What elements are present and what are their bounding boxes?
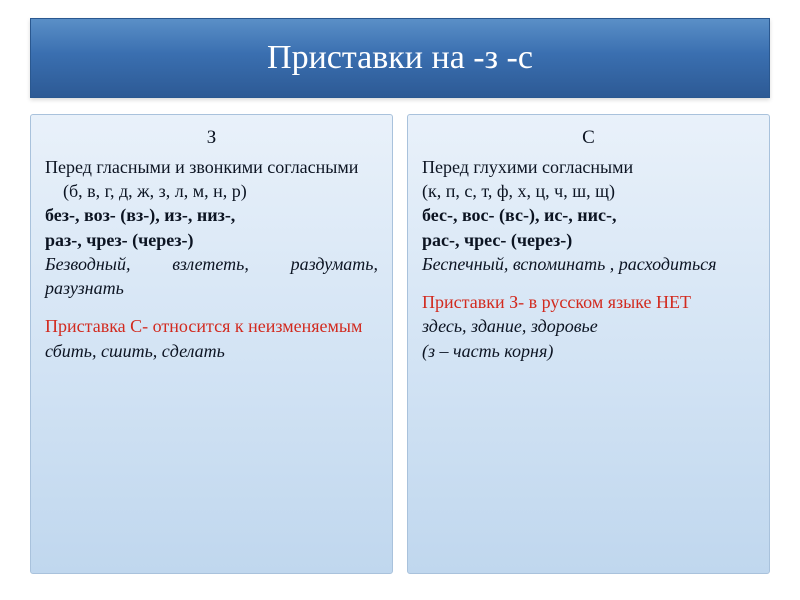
- right-rule: Перед глухими согласными: [422, 155, 755, 179]
- slide-title: Приставки на -з -с: [267, 39, 533, 77]
- right-examples: Беспечный, вспоминать , расходиться: [422, 252, 755, 276]
- left-rule-text: Перед гласными и звонкими согласными: [45, 157, 358, 177]
- left-rule: Перед гласными и звонкими согласными: [45, 155, 378, 179]
- right-prefixes-2: рас-, чрес- (через-): [422, 228, 755, 252]
- left-note: Приставка С- относится к неизменяемым: [45, 314, 378, 338]
- spacer: [45, 300, 378, 314]
- right-prefixes-1: бес-, вос- (вс-), ис-, нис-,: [422, 203, 755, 227]
- slide: Приставки на -з -с З Перед гласными и зв…: [0, 0, 800, 600]
- right-note: Приставки З- в русском языке НЕТ: [422, 290, 755, 314]
- left-examples: Безводный, взлететь, раздумать, разузнат…: [45, 252, 378, 301]
- right-note-examples-2: (з – часть корня): [422, 339, 755, 363]
- title-bar: Приставки на -з -с: [30, 18, 770, 98]
- right-letters: (к, п, с, т, ф, х, ц, ч, ш, щ): [422, 179, 755, 203]
- left-header: З: [45, 125, 378, 151]
- spacer: [422, 276, 755, 290]
- left-column: З Перед гласными и звонкими согласными (…: [30, 114, 393, 574]
- left-letters: (б, в, г, д, ж, з, л, м, н, р): [45, 179, 378, 203]
- right-header: С: [422, 125, 755, 151]
- content-columns: З Перед гласными и звонкими согласными (…: [30, 114, 770, 574]
- right-column: С Перед глухими согласными (к, п, с, т, …: [407, 114, 770, 574]
- right-note-examples-1: здесь, здание, здоровье: [422, 314, 755, 338]
- left-prefixes-1: без-, воз- (вз-), из-, низ-,: [45, 203, 378, 227]
- left-prefixes-2: раз-, чрез- (через-): [45, 228, 378, 252]
- left-note-examples: сбить, сшить, сделать: [45, 339, 378, 363]
